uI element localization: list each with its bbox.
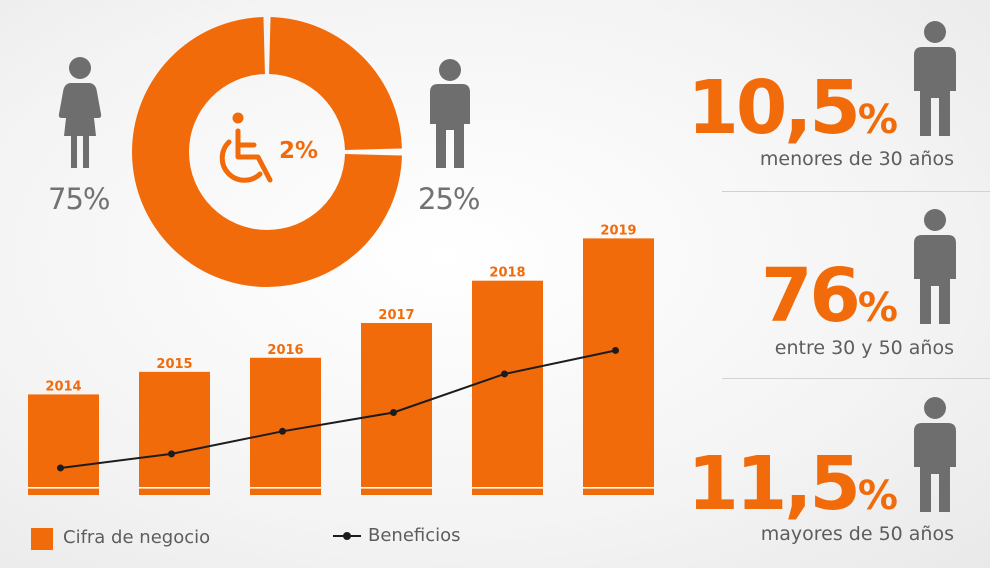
divider-bottom (722, 378, 990, 379)
bar-line-chart: 2014 2015 2016 2017 2018 2019 (28, 223, 654, 495)
divider-top (722, 191, 990, 192)
bar-2018 (472, 280, 543, 495)
wheelchair-icon (219, 112, 273, 183)
profit-point-2015 (168, 450, 175, 458)
bar-2019 (583, 238, 654, 495)
profit-point-2016 (279, 427, 286, 435)
bar-label-2014: 2014 (45, 379, 81, 394)
bar-2014 (28, 394, 99, 495)
bar-stripe-2018 (472, 487, 543, 489)
profit-point-2017 (390, 409, 397, 416)
age-group-1-value: 10,5% (687, 68, 898, 160)
person-icon-senior (914, 397, 956, 512)
age-group-1-number: 10,5 (687, 65, 861, 151)
person-icon-middle (914, 209, 956, 324)
age-group-2-unit: % (857, 285, 898, 331)
donut-slices (132, 17, 402, 287)
age-group-3-number: 11,5 (687, 441, 861, 527)
profit-point-2018 (501, 370, 508, 378)
donut-center-label: 2% (279, 138, 318, 164)
age-group-1-unit: % (857, 97, 898, 143)
legend-bars-swatch (31, 528, 53, 550)
profit-point-2014 (57, 464, 64, 472)
legend-line-marker (333, 532, 361, 540)
donut-slice-2 (132, 17, 402, 287)
age-group-3-label: mayores de 50 años (760, 523, 954, 545)
bar-label-2017: 2017 (378, 308, 414, 323)
women-percentage: 75% (48, 182, 110, 216)
age-group-2-label: entre 30 y 50 años (774, 337, 954, 359)
age-group-3-value: 11,5% (687, 444, 898, 536)
bar-label-2019: 2019 (600, 223, 636, 238)
person-icon-young (914, 21, 956, 136)
female-icon (58, 57, 102, 168)
donut-slice-1 (269, 17, 402, 150)
bars-group: 2014 2015 2016 2017 2018 2019 (28, 223, 654, 495)
bar-stripe-2015 (139, 487, 210, 489)
bar-stripe-2016 (250, 487, 321, 489)
donut-chart: 2% (58, 17, 470, 287)
bar-2015 (139, 371, 210, 495)
age-group-2-number: 76 (760, 253, 861, 339)
legend-bars-label: Cifra de negocio (63, 527, 211, 548)
bar-stripe-2014 (28, 487, 99, 489)
bar-label-2016: 2016 (267, 343, 303, 358)
bar-label-2018: 2018 (489, 266, 525, 281)
profit-line (60, 349, 616, 469)
line-group (57, 346, 619, 472)
legend-line-label: Beneficios (368, 525, 461, 546)
male-icon (430, 59, 470, 168)
bar-stripe-2017 (361, 487, 432, 489)
age-group-1-label: menores de 30 años (759, 148, 954, 170)
bar-label-2015: 2015 (156, 357, 192, 372)
bar-2017 (361, 322, 432, 495)
profit-point-2019 (612, 346, 619, 354)
age-group-2-value: 76% (761, 256, 898, 348)
men-percentage: 25% (418, 182, 480, 216)
bar-stripe-2019 (583, 487, 654, 489)
age-group-3-unit: % (857, 473, 898, 519)
